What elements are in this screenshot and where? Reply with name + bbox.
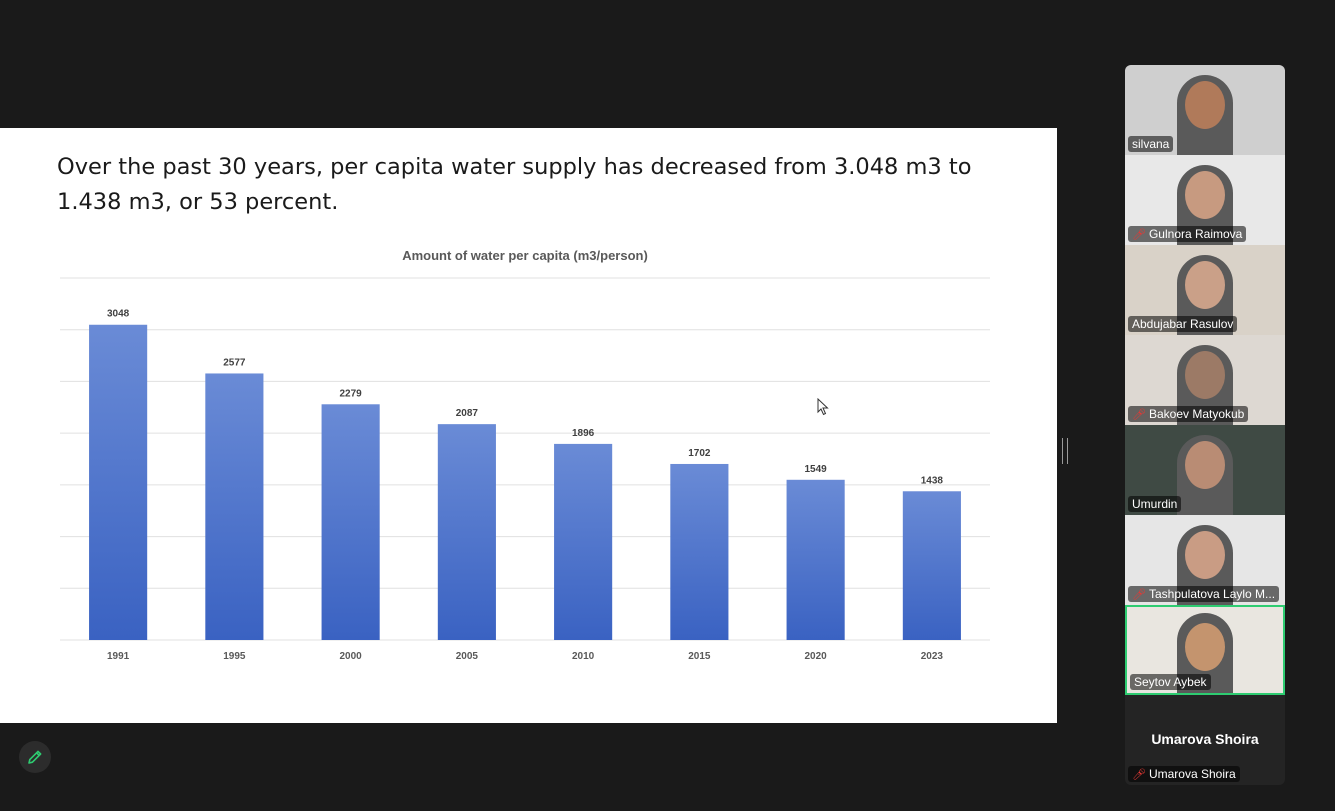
participant-video-face	[1185, 441, 1225, 489]
x-tick-label-2020: 2020	[805, 651, 828, 662]
participant-video-face	[1185, 623, 1225, 671]
participant-name: Tashpulatova Laylo M...	[1148, 587, 1276, 601]
participant-name-tag: Seytov Aybek	[1130, 674, 1211, 690]
participant-tile[interactable]: silvana	[1125, 65, 1285, 155]
data-label-2000: 2279	[340, 388, 363, 399]
participant-tile[interactable]: Umurdin	[1125, 425, 1285, 515]
participant-name-tag: 🎤︎ Gulnora Raimova	[1128, 226, 1247, 242]
muted-mic-icon: 🎤︎	[1132, 228, 1146, 241]
participant-name: Gulnora Raimova	[1148, 227, 1243, 241]
participant-name-tag: 🎤︎ Tashpulatova Laylo M...	[1128, 586, 1280, 602]
bar-1991	[89, 324, 148, 640]
participant-tile[interactable]: Abdujabar Rasulov	[1125, 245, 1285, 335]
participant-video-face	[1185, 531, 1225, 579]
participant-video-face	[1185, 171, 1225, 219]
participant-video-face	[1185, 261, 1225, 309]
x-tick-label-2000: 2000	[340, 651, 363, 662]
bar-1995	[205, 373, 264, 640]
chart-title: Amount of water per capita (m3/person)	[402, 248, 648, 263]
muted-mic-icon: 🎤︎	[1132, 588, 1146, 601]
participant-name-tag: Umurdin	[1128, 496, 1182, 512]
slide-title: Over the past 30 years, per capita water…	[57, 154, 972, 215]
x-tick-label-1991: 1991	[107, 651, 130, 662]
participant-tile[interactable]: 🎤︎ Bakoev Matyokub	[1125, 335, 1285, 425]
x-tick-label-2015: 2015	[688, 651, 711, 662]
participant-name-tag: Abdujabar Rasulov	[1128, 316, 1238, 332]
participant-name: silvana	[1132, 137, 1170, 151]
participant-name-tag: silvana	[1128, 136, 1174, 152]
data-label-2023: 1438	[921, 475, 944, 486]
mouse-cursor-icon	[817, 398, 829, 416]
bar-2020	[786, 479, 845, 640]
bar-2005	[437, 424, 496, 640]
bar-chart: 3048 2577 2279 2087 1896 1702 1549 1438 1991 199…	[60, 277, 990, 662]
data-label-2005: 2087	[456, 408, 479, 419]
participants-panel: Umarova Shoira 🎤︎ Umarova Shoira silvana…	[1125, 65, 1285, 785]
shared-slide	[0, 128, 1057, 723]
annotate-button[interactable]	[19, 741, 51, 773]
bar-2023	[902, 491, 961, 640]
muted-mic-icon: 🎤︎	[1132, 768, 1146, 781]
x-tick-label-2010: 2010	[572, 651, 595, 662]
x-tick-label-1995: 1995	[223, 651, 246, 662]
panel-resize-handle[interactable]	[1062, 438, 1068, 464]
pencil-icon	[28, 750, 42, 764]
x-tick-label-2023: 2023	[921, 651, 944, 662]
data-label-1991: 3048	[107, 309, 130, 320]
self-view-tag-label: Umarova Shoira	[1148, 767, 1236, 781]
data-label-2020: 1549	[805, 464, 828, 475]
data-label-2010: 1896	[572, 428, 595, 439]
x-tick-label-2005: 2005	[456, 651, 479, 662]
participant-video-face	[1185, 351, 1225, 399]
participant-name: Abdujabar Rasulov	[1132, 317, 1234, 331]
muted-mic-icon: 🎤︎	[1132, 408, 1146, 421]
bar-2015	[670, 463, 729, 640]
participant-name-tag: 🎤︎ Bakoev Matyokub	[1128, 406, 1249, 422]
participant-tile[interactable]: 🎤︎ Tashpulatova Laylo M...	[1125, 515, 1285, 605]
bar-2010	[554, 443, 613, 640]
self-view-name: Umarova Shoira	[1151, 731, 1259, 747]
participant-name: Umurdin	[1132, 497, 1178, 511]
data-label-1995: 2577	[223, 357, 246, 368]
participant-name: Seytov Aybek	[1134, 675, 1207, 689]
participant-name: Bakoev Matyokub	[1148, 407, 1245, 421]
bar-2000	[321, 404, 380, 640]
participant-video-face	[1185, 81, 1225, 129]
participant-tile[interactable]: 🎤︎ Gulnora Raimova	[1125, 155, 1285, 245]
participant-tile[interactable]: Seytov Aybek	[1125, 605, 1285, 695]
self-view-name-tag: 🎤︎ Umarova Shoira	[1128, 766, 1240, 782]
data-label-2015: 1702	[688, 448, 711, 459]
